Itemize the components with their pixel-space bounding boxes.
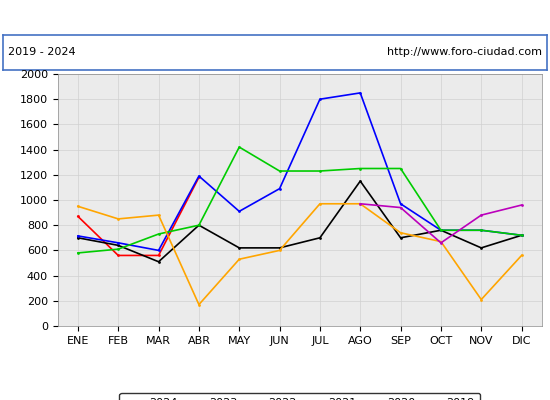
Text: Evolucion Nº Turistas Nacionales en el municipio de Ausejo: Evolucion Nº Turistas Nacionales en el m… — [50, 10, 501, 24]
Text: http://www.foro-ciudad.com: http://www.foro-ciudad.com — [387, 47, 542, 57]
Legend: 2024, 2023, 2022, 2021, 2020, 2019: 2024, 2023, 2022, 2021, 2020, 2019 — [119, 392, 480, 400]
Text: 2019 - 2024: 2019 - 2024 — [8, 47, 76, 57]
